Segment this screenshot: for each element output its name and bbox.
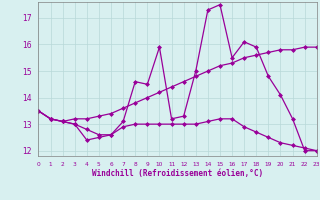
X-axis label: Windchill (Refroidissement éolien,°C): Windchill (Refroidissement éolien,°C) [92,169,263,178]
